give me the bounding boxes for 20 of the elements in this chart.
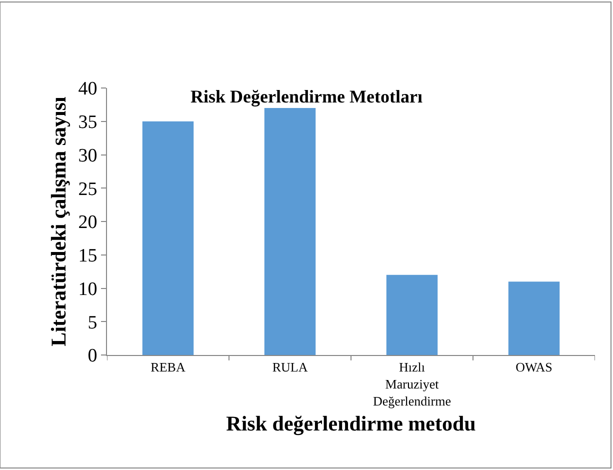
chart-title: Risk Değerlendirme Metotları <box>190 86 422 106</box>
x-tick-label: RULA <box>272 360 308 375</box>
x-axis-title: Risk değerlendirme metodu <box>226 412 476 436</box>
y-tick-label: 20 <box>78 212 98 234</box>
y-tick-label: 40 <box>78 78 98 100</box>
bar <box>142 121 194 355</box>
y-tick-label: 0 <box>88 346 98 367</box>
y-tick-label: 35 <box>78 112 98 134</box>
x-tick-label: Hızlı Maruziyet Değerlendirme <box>373 360 452 408</box>
y-tick-label: 5 <box>88 312 98 334</box>
y-axis-title: Literatürdeki çalışma sayısı <box>46 96 70 346</box>
x-tick-label: OWAS <box>516 360 552 375</box>
y-tick-label: 30 <box>78 145 98 166</box>
bar <box>508 282 560 355</box>
y-tick-label: 25 <box>78 178 98 200</box>
bar <box>386 274 438 355</box>
y-tick-label: 15 <box>78 246 98 267</box>
bar <box>264 108 316 355</box>
x-tick-label: REBA <box>150 360 186 375</box>
y-tick-label: 10 <box>78 278 98 300</box>
